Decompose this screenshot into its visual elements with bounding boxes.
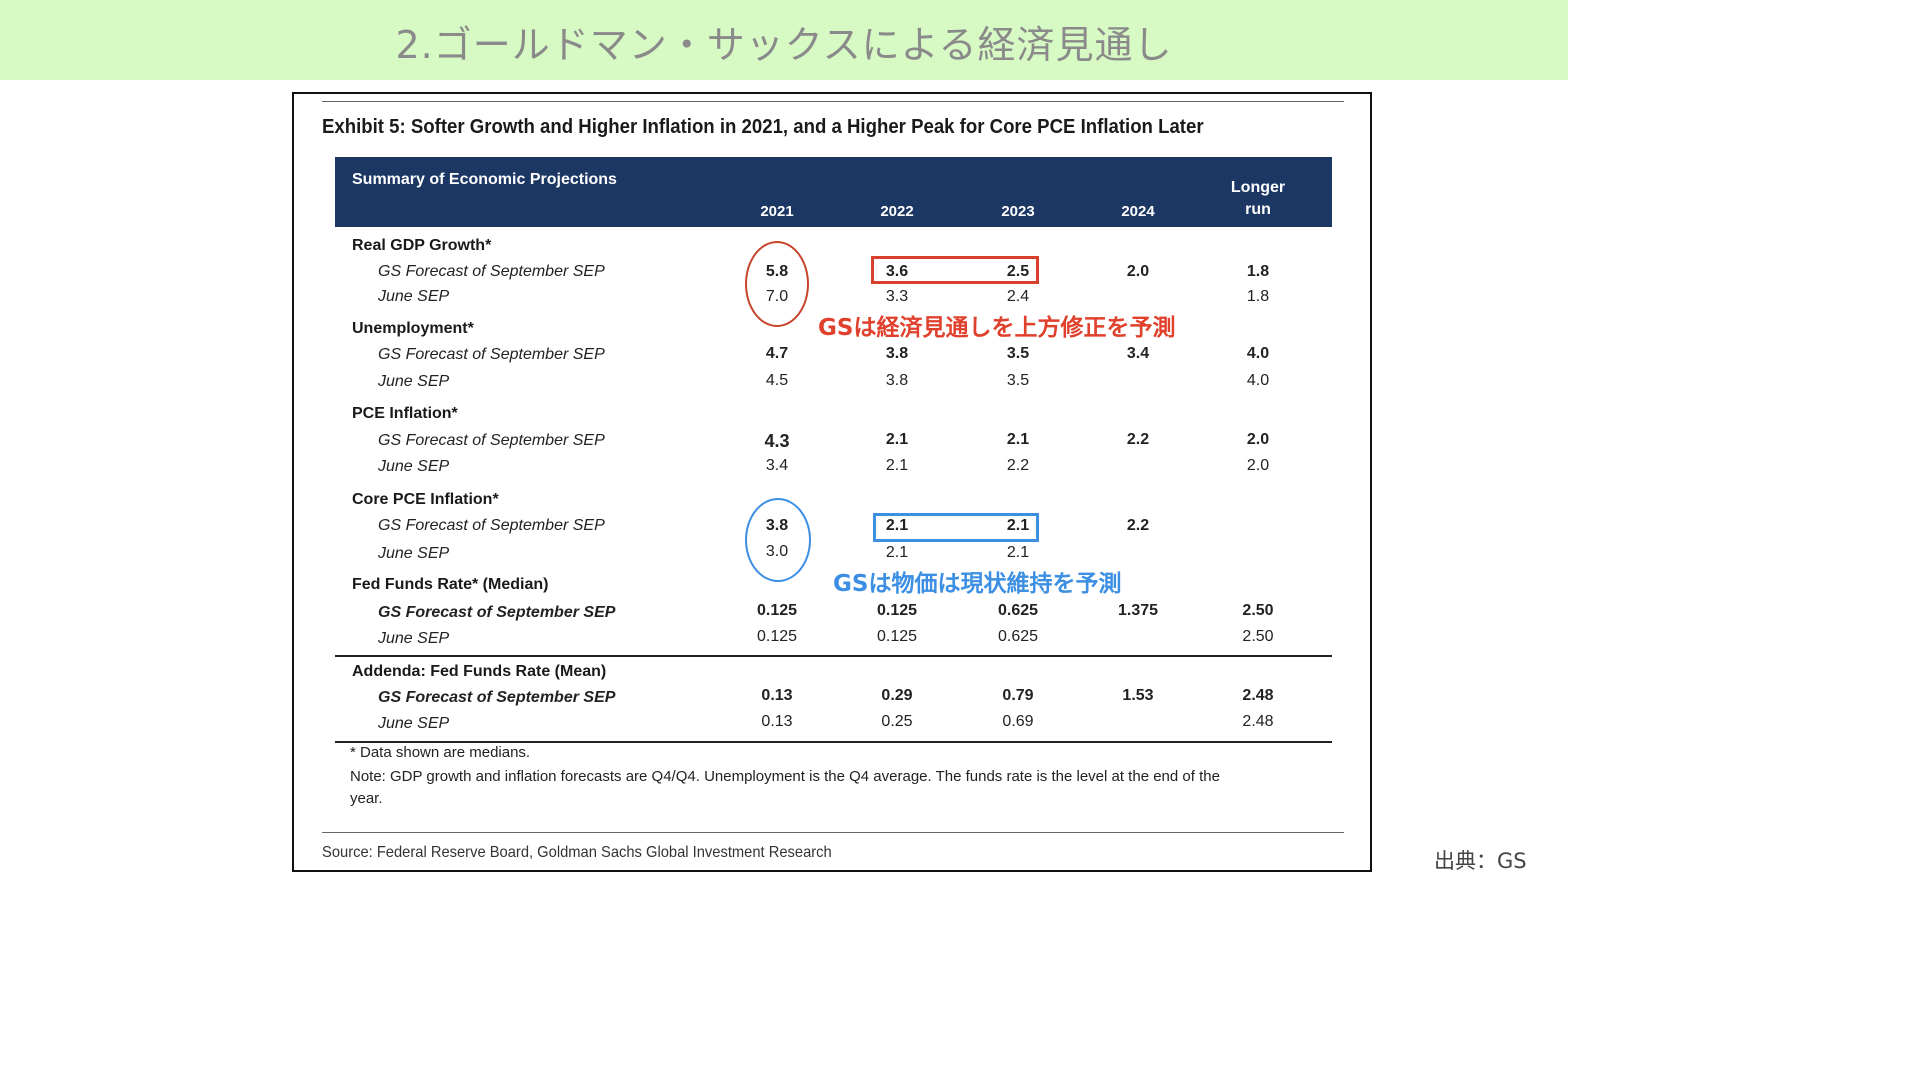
table-cell: 2.1 xyxy=(885,457,909,474)
table-cell: 2.1 xyxy=(885,544,909,561)
table-bottom-rule xyxy=(335,741,1332,743)
table-cell: 3.4 xyxy=(1126,345,1150,362)
row-label: GS Forecast of September SEP xyxy=(378,432,605,449)
table-cell: 0.625 xyxy=(997,628,1039,645)
row-label: June SEP xyxy=(378,458,450,475)
longer-run-header: Longer run xyxy=(1230,179,1286,218)
row-label: June SEP xyxy=(378,715,450,732)
year-header: 2023 xyxy=(1001,203,1035,220)
table-cell: 0.79 xyxy=(1002,687,1034,704)
table-cell: 2.2 xyxy=(1126,431,1150,448)
table-cell: 1.53 xyxy=(1122,687,1154,704)
table-cell: 2.48 xyxy=(1242,713,1274,730)
table-cell: 2.2 xyxy=(1126,517,1150,534)
table-cell: 2.1 xyxy=(1006,431,1030,448)
table-cell: 4.7 xyxy=(765,345,789,362)
table-cell: 2.0 xyxy=(1246,431,1270,448)
table-cell: 2.1 xyxy=(885,431,909,448)
highlight-box-blue xyxy=(873,513,1039,542)
table-cell: 0.125 xyxy=(876,628,918,645)
row-label: June SEP xyxy=(378,545,450,562)
table-cell: 3.8 xyxy=(885,345,909,362)
table-cell: 4.0 xyxy=(1246,345,1270,362)
year-header: 2024 xyxy=(1121,203,1155,220)
table-cell: 0.625 xyxy=(997,602,1039,619)
row-label: June SEP xyxy=(378,373,450,390)
row-label: GS Forecast of September SEP xyxy=(378,517,605,534)
table-cell: 3.6 xyxy=(885,263,909,280)
year-header: 2022 xyxy=(880,203,914,220)
table-cell: 2.1 xyxy=(1006,517,1030,534)
row-label: GS Forecast of September SEP xyxy=(378,346,605,363)
footnote-medians: * Data shown are medians. xyxy=(350,744,531,761)
highlight-circle-red xyxy=(745,241,809,327)
table-cell: 2.2 xyxy=(1006,457,1030,474)
table-cell: 0.13 xyxy=(761,687,793,704)
table-cell: 2.50 xyxy=(1242,602,1274,619)
table-cell: 4.0 xyxy=(1246,372,1270,389)
table-cell: 2.1 xyxy=(1006,544,1030,561)
slide-title: 2.ゴールドマン・サックスによる経済見通し xyxy=(395,23,1173,67)
table-cell: 3.5 xyxy=(1006,345,1030,362)
source-credit: 出典：GS xyxy=(1434,849,1527,873)
section-label: Fed Funds Rate* (Median) xyxy=(352,576,549,593)
table-cell: 0.13 xyxy=(761,713,793,730)
table-cell: 3.3 xyxy=(885,288,909,305)
table-cell: 2.0 xyxy=(1126,263,1150,280)
table-cell: 2.0 xyxy=(1246,457,1270,474)
table-cell: 2.5 xyxy=(1006,263,1030,280)
table-header-label: Summary of Economic Projections xyxy=(352,171,617,188)
footnote-note-cont: year. xyxy=(350,790,383,807)
table-cell: 0.69 xyxy=(1002,713,1034,730)
row-label: GS Forecast of September SEP xyxy=(378,689,616,706)
annotation-price-stable: GSは物価は現状維持を予測 xyxy=(833,571,1122,597)
row-label: June SEP xyxy=(378,288,450,305)
slide-header-band xyxy=(0,0,1568,80)
highlight-circle-blue xyxy=(745,498,811,582)
highlight-box-red xyxy=(871,256,1039,284)
source-line: Source: Federal Reserve Board, Goldman S… xyxy=(322,844,832,861)
table-cell: 0.29 xyxy=(881,687,913,704)
table-cell: 4.3 xyxy=(764,431,790,451)
annotation-upward-revision: GSは経済見通しを上方修正を予測 xyxy=(818,315,1176,341)
table-cell: 0.125 xyxy=(876,602,918,619)
table-cell: 4.5 xyxy=(765,372,789,389)
section-label: Real GDP Growth* xyxy=(352,237,492,254)
exhibit-title: Exhibit 5: Softer Growth and Higher Infl… xyxy=(322,116,1204,138)
section-label: PCE Inflation* xyxy=(352,405,458,422)
section-label: Unemployment* xyxy=(352,320,474,337)
row-label: June SEP xyxy=(378,630,450,647)
bottom-rule xyxy=(322,832,1344,833)
table-cell: 1.8 xyxy=(1246,263,1270,280)
section-label: Addenda: Fed Funds Rate (Mean) xyxy=(352,663,607,680)
table-cell: 2.48 xyxy=(1242,687,1274,704)
table-cell: 2.4 xyxy=(1006,288,1030,305)
row-label: GS Forecast of September SEP xyxy=(378,604,616,621)
table-cell: 2.1 xyxy=(885,517,909,534)
table-cell: 2.50 xyxy=(1242,628,1274,645)
table-cell: 3.5 xyxy=(1006,372,1030,389)
table-cell: 1.8 xyxy=(1246,288,1270,305)
table-cell: 3.8 xyxy=(885,372,909,389)
table-header: Summary of Economic Projections 2021 202… xyxy=(335,157,1332,227)
row-label: GS Forecast of September SEP xyxy=(378,263,605,280)
year-header: 2021 xyxy=(760,203,794,220)
table-cell: 0.125 xyxy=(756,628,798,645)
section-divider xyxy=(335,655,1332,657)
table-cell: 1.375 xyxy=(1117,602,1159,619)
table-cell: 0.25 xyxy=(881,713,913,730)
top-rule xyxy=(322,101,1344,102)
section-label: Core PCE Inflation* xyxy=(352,491,499,508)
table-cell: 3.4 xyxy=(765,457,789,474)
table-cell: 0.125 xyxy=(756,602,798,619)
footnote-note: Note: GDP growth and inflation forecasts… xyxy=(350,768,1220,785)
